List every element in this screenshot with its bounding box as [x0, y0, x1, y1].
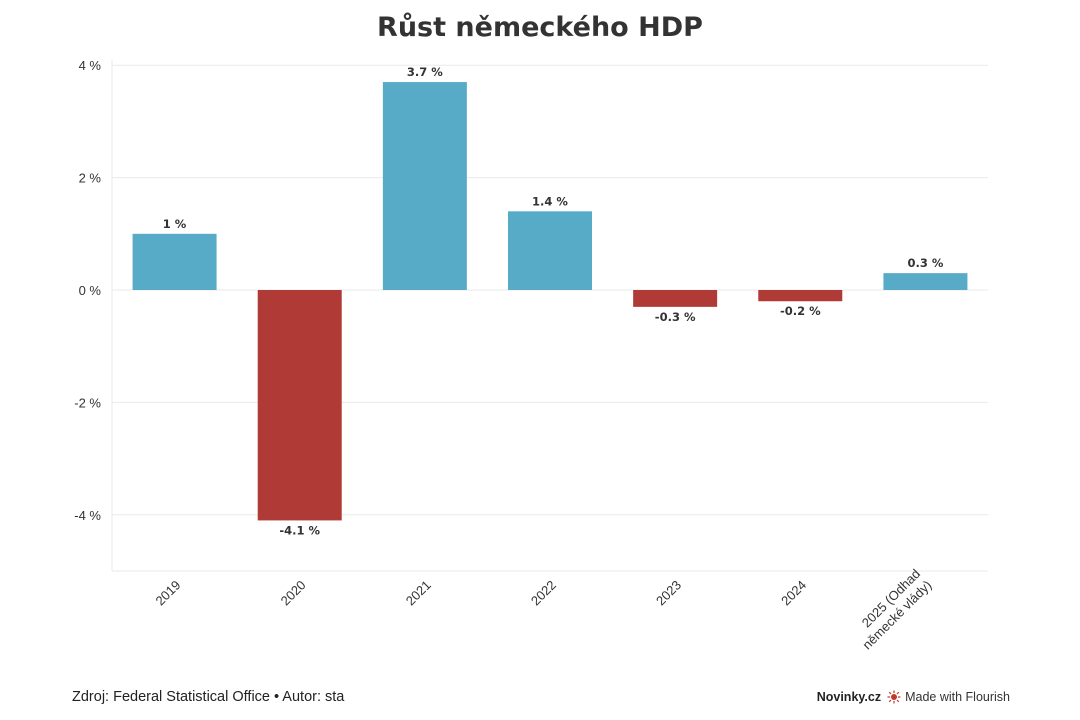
chart-title: Růst německého HDP [377, 12, 703, 43]
x-tick-label: 2021 [403, 577, 434, 608]
flourish-logo-icon [887, 690, 901, 704]
grid-lines [111, 59, 988, 572]
y-tick-label: 2 % [79, 171, 102, 186]
footer-branding: Novinky.cz Made with Flourish [817, 690, 1010, 704]
bars [132, 82, 968, 521]
x-axis-ticks: 2019 2020 2021 2022 2023 2024 2025 (Odhadněmec… [152, 566, 934, 652]
brand-link[interactable]: Novinky.cz [816, 690, 882, 704]
bar-chart: 4 % 2 % 0 % -2 % -4 % 1 % -4.1 % 3.7 % 1.4 % -0.… [74, 58, 988, 652]
x-tick-label-line: 2022 [528, 577, 559, 608]
flourish-credit[interactable]: Made with Flourish [887, 690, 1010, 704]
data-label: -0.2 % [780, 304, 821, 318]
y-tick-label: 4 % [79, 58, 102, 73]
bar-2023 [633, 290, 718, 307]
x-tick-label: 2022 [528, 577, 559, 608]
data-label: 3.7 % [407, 65, 443, 79]
x-tick-label: 2023 [653, 577, 684, 608]
x-tick-label-line: 2019 [152, 577, 183, 608]
x-tick-label: 2019 [152, 577, 183, 608]
data-labels: 1 % -4.1 % 3.7 % 1.4 % -0.3 % -0.2 % 0.3 % [163, 65, 944, 537]
data-label: 1.4 % [532, 194, 568, 208]
data-label: 0.3 % [907, 256, 943, 270]
x-tick-label-line: 2023 [653, 577, 684, 608]
bar-2020 [257, 290, 342, 521]
y-tick-label: -4 % [74, 508, 101, 523]
x-tick-label: 2020 [278, 577, 309, 608]
source-note: Zdroj: Federal Statistical Office • Auto… [72, 689, 345, 705]
x-tick-label-line: 2024 [778, 577, 809, 608]
data-label: -4.1 % [279, 523, 320, 537]
y-tick-label: -2 % [74, 395, 101, 410]
bar-2021 [382, 82, 467, 290]
bar-2019 [132, 233, 217, 290]
x-tick-label-line: 2020 [278, 577, 309, 608]
y-axis-ticks: 4 % 2 % 0 % -2 % -4 % [74, 58, 101, 523]
bar-2022 [508, 211, 592, 290]
x-tick-label-line: 2021 [403, 577, 434, 608]
bar-2025 [883, 273, 968, 290]
made-with-label: Made with Flourish [905, 690, 1010, 704]
bar-2024 [758, 290, 843, 302]
data-label: 1 % [163, 217, 187, 231]
x-tick-label: 2024 [778, 577, 809, 608]
data-label: -0.3 % [655, 310, 696, 324]
y-tick-label: 0 % [79, 283, 102, 298]
